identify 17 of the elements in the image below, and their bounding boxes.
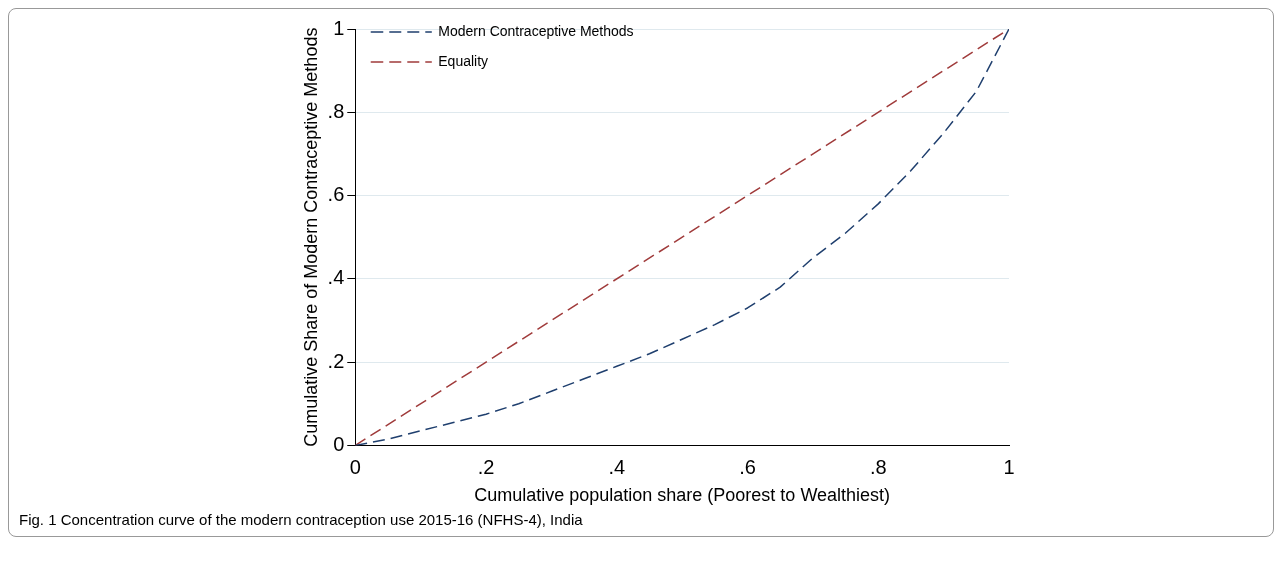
legend-label: Modern Contraceptive Methods: [438, 22, 634, 39]
legend-label: Equality: [438, 52, 489, 69]
x-tick-label: .2: [477, 455, 495, 478]
x-tick-label: .4: [608, 455, 626, 478]
y-tick-label: .2: [327, 349, 345, 372]
x-tick-label: 1: [1003, 455, 1015, 478]
y-tick-label: .6: [327, 183, 345, 206]
x-tick-label: 0: [349, 455, 361, 478]
x-axis-title: Cumulative population share (Poorest to Wealthiest): [474, 485, 891, 506]
y-tick-label: 0: [333, 432, 345, 455]
x-tick-label: .8: [869, 455, 887, 478]
x-tick-label: .6: [739, 455, 756, 478]
y-axis-title: Cumulative Share of Modern Contraceptive Methods: [300, 27, 321, 447]
caption: Fig. 1 Concentration curve of the modern contraception use 2015-16 (NFHS-4), India: [18, 510, 584, 530]
y-tick-label: .8: [327, 99, 345, 122]
y-tick-label: .4: [327, 266, 345, 289]
y-tick-label: 1: [333, 16, 345, 39]
